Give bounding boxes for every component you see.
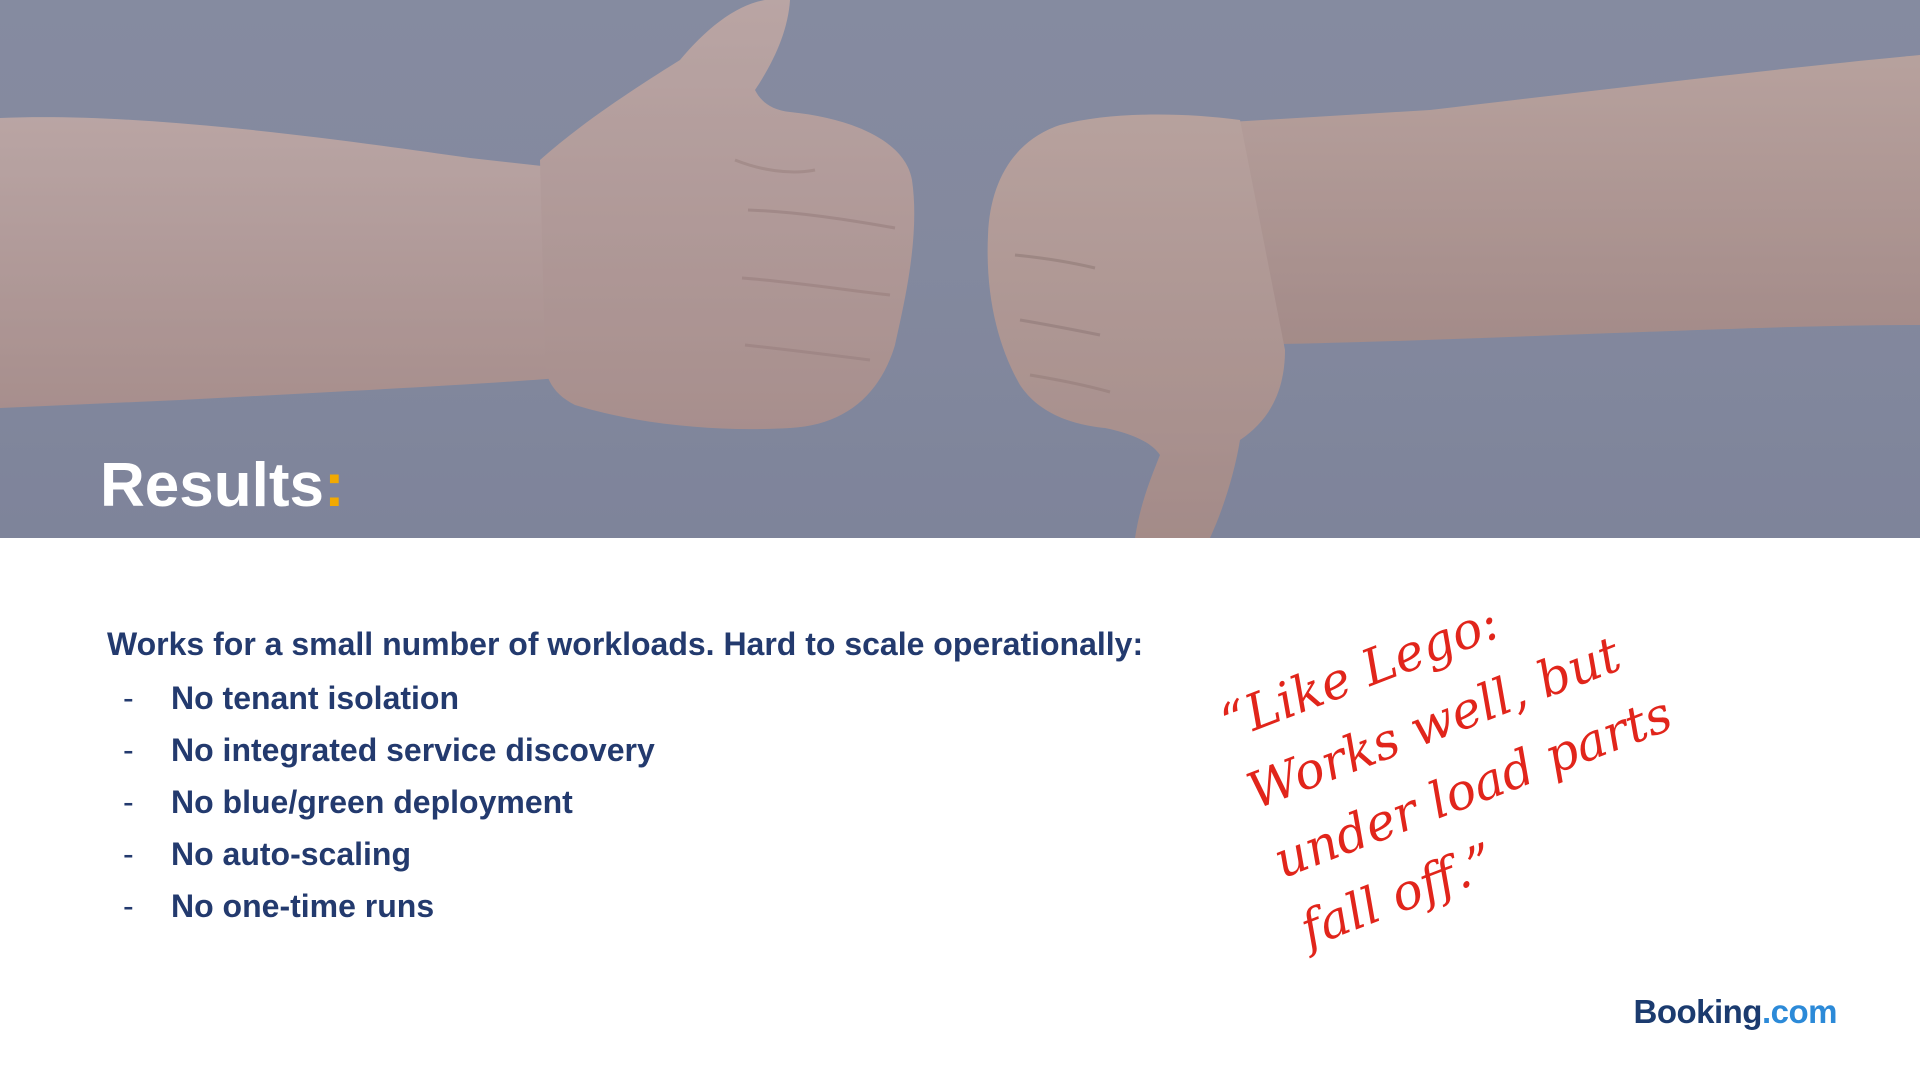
booking-logo: Booking.com xyxy=(1633,993,1837,1031)
list-item: - No tenant isolation xyxy=(107,672,1143,724)
hero-photo-banner: Results: xyxy=(0,0,1920,538)
list-item: - No blue/green deployment xyxy=(107,776,1143,828)
list-item-text: No blue/green deployment xyxy=(171,784,573,820)
list-item-text: No integrated service discovery xyxy=(171,732,655,768)
bullet-dash: - xyxy=(123,888,134,924)
list-item: - No integrated service discovery xyxy=(107,724,1143,776)
limitations-list: - No tenant isolation - No integrated serv… xyxy=(107,672,1143,932)
bullet-dash: - xyxy=(123,680,134,716)
intro-text: Works for a small number of workloads. H… xyxy=(107,626,1144,662)
handwritten-quote: “Like Lego: Works well, but under load p… xyxy=(1210,504,1802,967)
bullet-dash: - xyxy=(123,784,134,820)
logo-brand: Booking xyxy=(1633,993,1762,1030)
bullet-dash: - xyxy=(123,732,134,768)
list-item: - No auto-scaling xyxy=(107,828,1143,880)
thumbs-up-thumbs-down-image xyxy=(0,0,1920,538)
list-item-text: No one-time runs xyxy=(171,888,435,924)
title-text: Results xyxy=(100,451,324,520)
list-item: - No one-time runs xyxy=(107,880,1143,932)
thumbs-up-hand xyxy=(0,0,915,430)
logo-dot: . xyxy=(1761,993,1771,1030)
thumbs-down-hand xyxy=(987,55,1920,538)
slide-title: Results: xyxy=(100,455,345,517)
bullet-dash: - xyxy=(123,836,134,872)
list-item-text: No auto-scaling xyxy=(171,836,412,872)
slide-body: Works for a small number of workloads. H… xyxy=(107,622,1143,932)
logo-tld: com xyxy=(1770,993,1838,1030)
list-item-text: No tenant isolation xyxy=(171,680,459,716)
title-colon: : xyxy=(323,451,345,520)
